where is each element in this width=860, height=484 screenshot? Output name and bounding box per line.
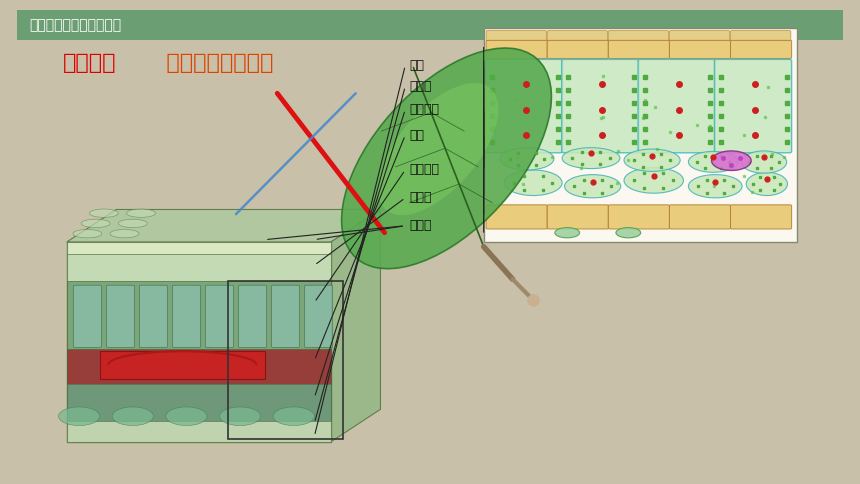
- Ellipse shape: [746, 172, 788, 196]
- Text: 海绵组织: 海绵组织: [409, 103, 439, 116]
- Polygon shape: [67, 242, 331, 442]
- FancyBboxPatch shape: [304, 285, 333, 348]
- Polygon shape: [67, 421, 331, 442]
- Text: 栅栏组织: 栅栏组织: [409, 164, 439, 177]
- FancyBboxPatch shape: [17, 10, 843, 40]
- Ellipse shape: [504, 170, 562, 196]
- FancyBboxPatch shape: [107, 285, 134, 348]
- Text: 叶的立体结构和平面结构: 叶的立体结构和平面结构: [29, 18, 122, 32]
- Text: 角质层: 角质层: [409, 219, 432, 232]
- Ellipse shape: [341, 48, 551, 269]
- Polygon shape: [67, 210, 380, 242]
- Polygon shape: [67, 349, 331, 384]
- Ellipse shape: [273, 407, 315, 425]
- Text: 下表皮: 下表皮: [409, 80, 432, 93]
- Ellipse shape: [126, 209, 156, 217]
- Text: 叶脉: 叶脉: [409, 129, 424, 142]
- FancyBboxPatch shape: [73, 285, 101, 348]
- FancyBboxPatch shape: [272, 285, 299, 348]
- Text: 叶片的结构、功能: 叶片的结构、功能: [145, 53, 273, 73]
- FancyBboxPatch shape: [669, 30, 729, 41]
- FancyBboxPatch shape: [608, 30, 668, 41]
- FancyBboxPatch shape: [238, 285, 267, 348]
- FancyBboxPatch shape: [172, 285, 200, 348]
- Polygon shape: [331, 210, 380, 442]
- FancyBboxPatch shape: [669, 205, 730, 229]
- FancyBboxPatch shape: [483, 28, 797, 242]
- Ellipse shape: [119, 219, 147, 227]
- Polygon shape: [67, 254, 331, 282]
- Ellipse shape: [219, 407, 261, 425]
- Ellipse shape: [564, 175, 621, 198]
- Text: 上表皮: 上表皮: [409, 191, 432, 204]
- Ellipse shape: [688, 175, 742, 198]
- FancyBboxPatch shape: [730, 205, 791, 229]
- FancyBboxPatch shape: [485, 60, 562, 153]
- FancyBboxPatch shape: [715, 60, 791, 153]
- FancyBboxPatch shape: [562, 60, 639, 153]
- Ellipse shape: [81, 219, 110, 227]
- Ellipse shape: [711, 151, 751, 170]
- Ellipse shape: [378, 83, 499, 215]
- Ellipse shape: [741, 151, 787, 173]
- FancyBboxPatch shape: [139, 285, 168, 348]
- Ellipse shape: [624, 149, 680, 171]
- FancyBboxPatch shape: [608, 40, 669, 59]
- Ellipse shape: [501, 148, 554, 170]
- FancyBboxPatch shape: [669, 40, 730, 59]
- Text: 考点一、: 考点一、: [63, 53, 116, 73]
- Ellipse shape: [110, 229, 139, 238]
- Polygon shape: [67, 242, 331, 254]
- Text: 气孔: 气孔: [409, 59, 424, 72]
- Ellipse shape: [73, 229, 101, 238]
- FancyBboxPatch shape: [486, 30, 546, 41]
- Ellipse shape: [112, 407, 153, 425]
- Ellipse shape: [616, 227, 641, 238]
- Ellipse shape: [58, 407, 100, 425]
- FancyBboxPatch shape: [547, 30, 607, 41]
- FancyBboxPatch shape: [547, 40, 608, 59]
- Ellipse shape: [562, 148, 620, 168]
- FancyBboxPatch shape: [206, 285, 234, 348]
- FancyBboxPatch shape: [486, 205, 547, 229]
- Polygon shape: [100, 351, 265, 379]
- FancyBboxPatch shape: [730, 30, 791, 41]
- FancyBboxPatch shape: [547, 205, 608, 229]
- Ellipse shape: [688, 151, 738, 172]
- FancyBboxPatch shape: [730, 40, 791, 59]
- Ellipse shape: [166, 407, 207, 425]
- Ellipse shape: [89, 209, 119, 217]
- FancyBboxPatch shape: [486, 40, 547, 59]
- Ellipse shape: [555, 227, 580, 238]
- Polygon shape: [67, 282, 331, 349]
- FancyBboxPatch shape: [638, 60, 716, 153]
- Ellipse shape: [624, 167, 684, 193]
- Polygon shape: [67, 384, 331, 421]
- FancyBboxPatch shape: [608, 205, 669, 229]
